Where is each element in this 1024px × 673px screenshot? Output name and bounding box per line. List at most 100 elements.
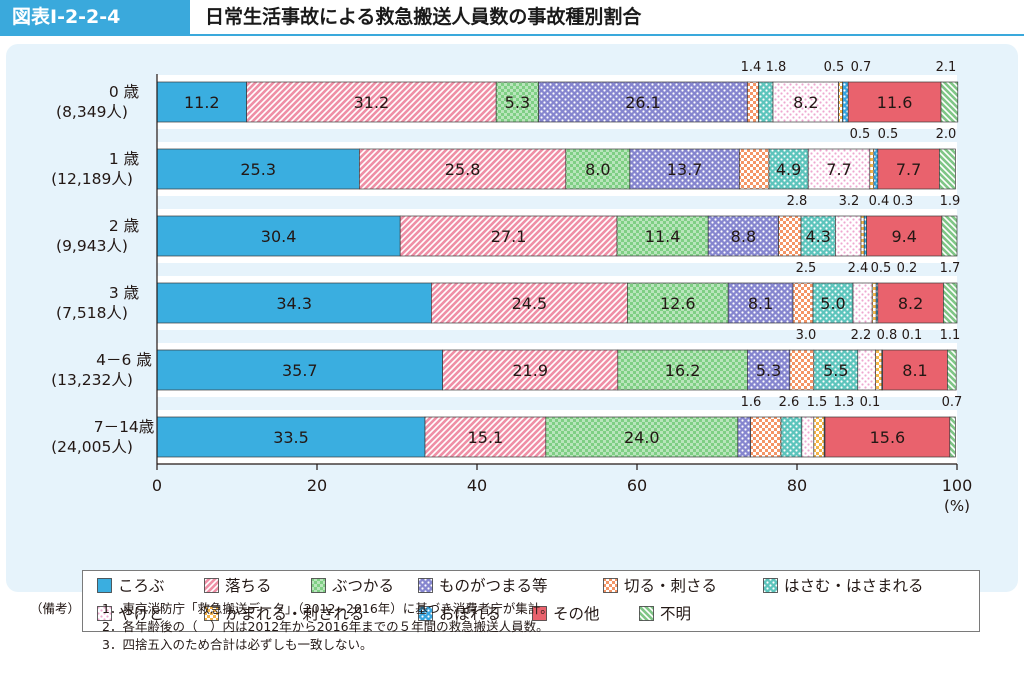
x-tick-label: 100 (942, 476, 973, 495)
bar-segment (838, 81, 843, 123)
bar-outside-value-label: 0.5 (878, 127, 899, 142)
bar-value-label: 16.2 (665, 361, 701, 380)
category-age-label: 0 歳 (109, 83, 139, 101)
figure-header: 図表Ⅰ-2-2-4 日常生活事故による救急搬送人員数の事故種別割合 (0, 0, 1024, 36)
category-age-label: 3 歳 (109, 284, 139, 302)
bar-value-label: 8.1 (748, 294, 773, 313)
bar-segment (877, 282, 944, 324)
figure-title: 日常生活事故による救急搬送人員数の事故種別割合 (205, 6, 642, 28)
legend-swatch (97, 605, 112, 621)
bar-value-label: 8.2 (793, 93, 818, 112)
bar-value-label: 5.3 (505, 93, 530, 112)
bar-value-label: 33.5 (273, 428, 309, 447)
bar-outside-value-label: 2.8 (787, 194, 808, 209)
bar-value-label: 8.8 (731, 227, 756, 246)
bar-segment (780, 416, 803, 458)
bar-value-label: 12.6 (660, 294, 696, 313)
bar-value-label: 24.0 (624, 428, 660, 447)
bar-outside-value-label: 2.0 (936, 127, 957, 142)
bar-segment (882, 349, 948, 391)
figure-number: 図表Ⅰ-2-2-4 (0, 0, 190, 34)
bar-value-label: 11.2 (184, 93, 220, 112)
bar-value-label: 4.9 (776, 160, 801, 179)
legend-item: ころぶ (97, 574, 165, 596)
bar-segment (813, 349, 859, 391)
bar-outside-value-label: 0.7 (851, 60, 872, 75)
bar-value-label: 5.5 (823, 361, 848, 380)
legend-item: 不明 (639, 602, 691, 624)
bar-value-label: 21.9 (512, 361, 548, 380)
legend-item: はさむ・はさまれる (763, 574, 924, 596)
legend-swatch (603, 577, 618, 593)
bar-segment (835, 215, 862, 257)
legend-label: やけど (118, 605, 165, 623)
legend-swatch (311, 577, 326, 593)
bar-value-label: 8.1 (902, 361, 927, 380)
legend-label: はさむ・はさまれる (784, 577, 924, 595)
bar-segment (747, 81, 759, 123)
stacked-bar-chart: 0 歳 (8,349人) 1 歳 (12,189人) 2 歳 (9,943人) 3 歳 (7,… (51, 60, 973, 515)
bar-outside-value-label: 1.1 (940, 328, 961, 343)
legend-label: ころぶ (118, 577, 165, 595)
bar-value-label: 31.2 (354, 93, 390, 112)
bar-segment (792, 282, 814, 324)
legend-swatch (418, 577, 433, 593)
bar-value-label: 4.3 (805, 227, 830, 246)
category-count-label: (8,349人) (56, 103, 128, 121)
bar-segment (739, 148, 770, 190)
bar-outside-value-label: 1.6 (741, 395, 762, 410)
bar-value-label: 8.2 (898, 294, 923, 313)
bar-value-label: 9.4 (891, 227, 916, 246)
bar-outside-value-label: 2.1 (936, 60, 957, 75)
bar-segment (156, 282, 432, 324)
legend-item: ぶつかる (311, 574, 394, 596)
bar-value-label: 35.7 (282, 361, 318, 380)
category-count-label: (9,943人) (56, 237, 128, 255)
bar-segment (727, 282, 794, 324)
bar-segment (747, 349, 791, 391)
legend-item: やけど (97, 602, 165, 624)
bar-value-label: 27.1 (491, 227, 527, 246)
bar-outside-value-label: 2.5 (796, 261, 817, 276)
bar-segment (399, 215, 618, 257)
bar-segment (860, 215, 865, 257)
legend-label: その他 (553, 605, 600, 623)
bar-outside-value-label: 2.4 (848, 261, 869, 276)
bar-outside-value-label: 0.7 (942, 395, 963, 410)
bar-segment (431, 282, 628, 324)
bar-outside-value-label: 3.0 (796, 328, 817, 343)
bar-value-label: 30.4 (261, 227, 297, 246)
bar-segment (800, 215, 836, 257)
bar-segment (156, 215, 401, 257)
bar-segment (852, 282, 873, 324)
note-line-1: 1．東京消防庁「救急搬送データ」（2012−2016年）に基づき消費者庁が集計。 (102, 601, 553, 616)
x-tick-label: 40 (467, 476, 487, 495)
bar-value-label: 34.3 (276, 294, 312, 313)
legend-item: おぼれる (418, 602, 501, 624)
bar-value-label: 15.6 (870, 428, 906, 447)
notes-label: （備考） (30, 601, 81, 616)
x-tick-label: 20 (307, 476, 327, 495)
bar-segment (617, 349, 748, 391)
bar-segment (246, 81, 497, 123)
bar-segment (156, 81, 247, 123)
bar-outside-value-label: 1.4 (741, 60, 762, 75)
bar-segment (847, 81, 942, 123)
bar-segment (629, 148, 740, 190)
legend-item: その他 (532, 602, 600, 624)
category-count-label: (13,232人) (51, 371, 133, 389)
bar-segment (789, 349, 815, 391)
bar-segment (943, 282, 958, 324)
bar-outside-value-label: 0.2 (897, 261, 918, 276)
bar-outside-value-label: 0.1 (860, 395, 881, 410)
bar-segment (863, 215, 867, 257)
legend-label: おぼれる (439, 605, 502, 623)
category-age-label: 2 歳 (109, 217, 139, 235)
bar-outside-value-label: 0.5 (850, 127, 871, 142)
legend: ころぶ 落ちる ぶつかる ものがつまる等 切る・刺さる はさむ・はさまれる やけど かまれる・… (82, 570, 980, 632)
legend-label: かまれる・刺される (225, 605, 365, 623)
bar-outside-value-label: 3.2 (839, 194, 860, 209)
x-tick-label: 0 (152, 476, 162, 495)
bar-outside-value-label: 0.8 (877, 328, 898, 343)
category-age-label: 1 歳 (109, 150, 139, 168)
